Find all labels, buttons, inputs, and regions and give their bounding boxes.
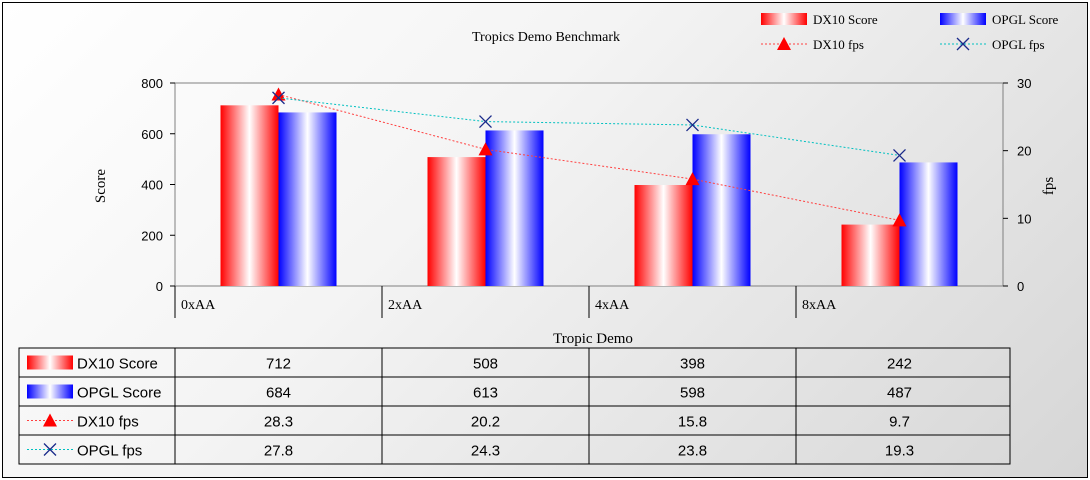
y2-tick-label: 30 — [1017, 76, 1031, 91]
table-cell: 28.3 — [264, 414, 293, 431]
marker-triangle — [892, 213, 907, 227]
row-series-name: OPGL fps — [77, 443, 142, 460]
y2-axis-label: fps — [1041, 177, 1057, 195]
marker-x — [893, 148, 906, 162]
table-cell: 24.3 — [471, 443, 500, 460]
marker-triangle — [271, 87, 286, 101]
category-label: 8xAA — [802, 298, 837, 313]
bar-opgl-score — [278, 112, 337, 286]
bar-dx10-score — [427, 157, 486, 286]
table-cell: 19.3 — [885, 443, 914, 460]
line-opgl-fps — [278, 97, 900, 156]
marker-x — [686, 118, 699, 132]
chart-title: Tropics Demo Benchmark — [472, 30, 620, 45]
legend-label: OPGL fps — [992, 37, 1045, 52]
row-key-bar — [27, 384, 73, 399]
category-label: 2xAA — [388, 298, 423, 313]
marker-x — [956, 37, 970, 51]
table-cell: 23.8 — [678, 443, 707, 460]
table-cell: 613 — [473, 385, 498, 402]
table-cell: 487 — [887, 385, 912, 402]
legend-key-bar — [761, 13, 807, 25]
legend-label: DX10 Score — [813, 12, 878, 27]
y-tick-label: 400 — [141, 178, 163, 193]
bar-opgl-score — [692, 134, 751, 286]
category-label: 0xAA — [181, 298, 216, 313]
table-cell: 15.8 — [678, 414, 707, 431]
bar-dx10-score — [634, 185, 693, 286]
bar-opgl-score — [899, 162, 958, 286]
marker-x — [43, 443, 57, 456]
y2-tick-label: 20 — [1017, 144, 1031, 159]
table-cell: 20.2 — [471, 414, 500, 431]
bar-dx10-score — [220, 105, 279, 286]
category-label: 4xAA — [595, 298, 630, 313]
marker-x — [272, 91, 285, 105]
table-cell: 712 — [266, 356, 291, 373]
y2-tick-label: 10 — [1017, 211, 1031, 226]
line-dx10-fps — [278, 94, 900, 221]
table-cell: 9.7 — [889, 414, 910, 431]
y-tick-label: 800 — [141, 76, 163, 91]
y-tick-label: 600 — [141, 127, 163, 142]
row-series-name: OPGL Score — [77, 385, 161, 402]
benchmark-chart: Tropics Demo Benchmark Score fps Tropic … — [18, 12, 1059, 465]
marker-triangle — [685, 172, 700, 186]
marker-triangle — [43, 413, 57, 427]
y-tick-label: 200 — [141, 228, 163, 243]
marker-triangle — [478, 142, 493, 156]
marker-x — [479, 115, 492, 129]
table-cell: 242 — [887, 356, 912, 373]
bar-opgl-score — [485, 130, 544, 286]
y-axis-label: Score — [93, 169, 109, 203]
y-tick-label: 0 — [156, 279, 163, 294]
bar-dx10-score — [841, 224, 900, 286]
legend-key-bar — [940, 13, 986, 25]
legend-label: DX10 fps — [813, 37, 864, 52]
row-key-bar — [27, 355, 73, 370]
table-cell: 27.8 — [264, 443, 293, 460]
legend-label: OPGL Score — [992, 12, 1059, 27]
marker-triangle — [777, 37, 791, 50]
table-cell: 684 — [266, 385, 291, 402]
row-series-name: DX10 Score — [77, 356, 158, 373]
x-axis-label: Tropic Demo — [553, 331, 633, 347]
table-cell: 598 — [680, 385, 705, 402]
row-series-name: DX10 fps — [77, 414, 139, 431]
table-cell: 398 — [680, 356, 705, 373]
table-cell: 508 — [473, 356, 498, 373]
y2-tick-label: 0 — [1017, 279, 1024, 294]
